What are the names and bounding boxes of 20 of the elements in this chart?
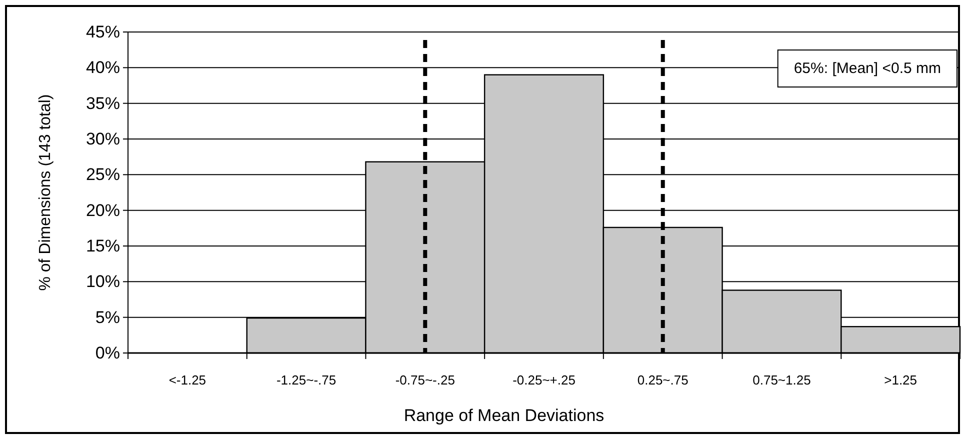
x-tick-label: <-1.25 — [168, 372, 206, 388]
y-tick-label: 35% — [86, 94, 120, 113]
y-tick-label: 30% — [86, 129, 120, 148]
x-tick-label: -0.75~-.25 — [395, 372, 455, 388]
x-axis-title: Range of Mean Deviations — [404, 406, 604, 425]
x-tick-label: -0.25~+.25 — [512, 372, 576, 388]
annotation: 65%: [Mean] <0.5 mm — [794, 60, 941, 77]
x-tick-label: 0.75~1.25 — [752, 372, 811, 388]
y-tick-label: 15% — [86, 236, 120, 256]
y-tick-label: 20% — [86, 200, 120, 220]
y-tick-label: 25% — [86, 165, 120, 184]
y-tick-label: 5% — [95, 308, 120, 327]
x-tick-label: >1.25 — [884, 372, 918, 388]
y-tick-label: 45% — [86, 22, 120, 42]
y-tick-label: 40% — [86, 58, 120, 78]
y-axis-title: % of Dimensions (143 total) — [37, 94, 54, 291]
x-tick-label: 0.25~.75 — [637, 372, 688, 388]
y-tick-label: 0% — [95, 343, 120, 362]
x-tick-label: -1.25~-.75 — [276, 372, 336, 388]
y-tick-label: 10% — [86, 272, 120, 292]
